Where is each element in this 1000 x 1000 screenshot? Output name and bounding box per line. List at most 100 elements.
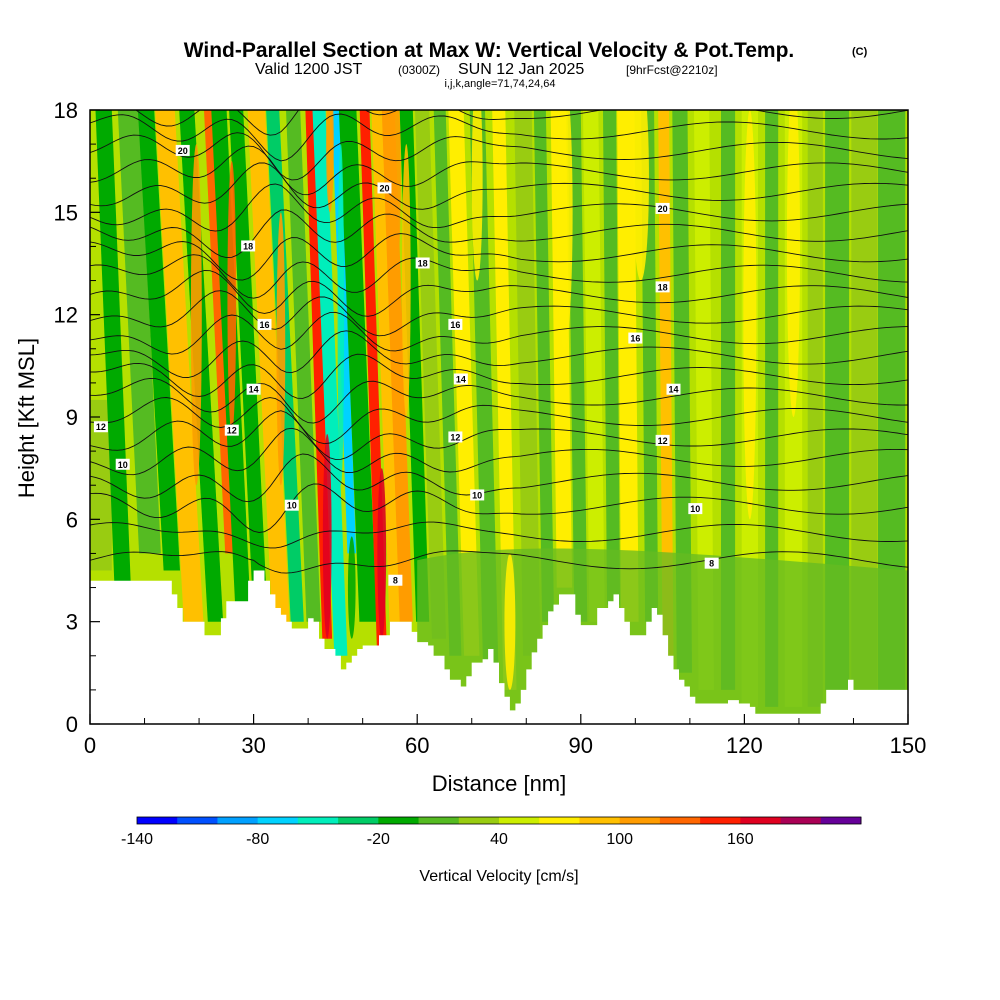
theta-contour <box>90 483 908 533</box>
colorbar-swatch <box>177 817 218 824</box>
theta-contour <box>90 183 908 232</box>
chart-title: Wind-Parallel Section at Max W: Vertical… <box>184 39 795 62</box>
colorbar-swatch <box>820 817 862 824</box>
contour-label: 18 <box>243 241 253 251</box>
colorbar-swatch <box>539 817 580 824</box>
x-tick-label: 90 <box>569 733 593 758</box>
contour-label-bg <box>655 434 670 446</box>
plot-area: 20 20 20 18 18 18 16 16 16 14 14 14 12 12 12 12 10 10 10 10… <box>90 110 908 724</box>
x-tick-label: 0 <box>84 733 96 758</box>
contour-label: 14 <box>456 374 466 384</box>
svg-text:Valid 1200 JST: Valid 1200 JST <box>255 61 363 78</box>
colorbar-swatch <box>780 817 822 824</box>
contour-label-bg <box>115 458 130 470</box>
velocity-band <box>765 110 779 707</box>
contour-label: 14 <box>249 385 259 395</box>
velocity-core <box>743 110 757 520</box>
velocity-core <box>227 161 237 435</box>
velocity-band <box>155 110 204 622</box>
theta-contour <box>90 521 908 549</box>
velocity-band <box>90 399 112 571</box>
theta-contour <box>90 233 908 281</box>
svg-text:[9hrFcst@2210z]: [9hrFcst@2210z] <box>626 63 718 77</box>
theta-contour <box>90 162 908 210</box>
colorbar-swatch <box>619 817 661 824</box>
velocity-core <box>401 144 411 418</box>
y-tick-label: 9 <box>66 405 78 430</box>
velocity-band <box>371 110 402 622</box>
theta-contour <box>90 209 908 259</box>
contour-label-bg <box>448 318 463 330</box>
colorbar-tick-label: 160 <box>727 831 754 848</box>
contour-label: 16 <box>259 320 269 330</box>
colorbar-swatch <box>700 817 741 824</box>
contour-label-bg <box>93 421 108 433</box>
y-axis-title: Height [Kft MSL] <box>14 338 39 498</box>
svg-text:(0300Z): (0300Z) <box>398 63 440 77</box>
contour-label: 18 <box>658 282 668 292</box>
x-tick-label: 120 <box>726 733 763 758</box>
theta-contour <box>90 311 908 355</box>
velocity-band <box>672 110 692 673</box>
contour-label: 16 <box>630 334 640 344</box>
colorbar-swatch <box>579 817 621 824</box>
velocity-band <box>583 110 605 622</box>
velocity-band <box>433 110 462 656</box>
y-tick-label: 15 <box>54 200 78 225</box>
terrain-mask <box>90 570 908 724</box>
theta-contour <box>90 132 908 181</box>
contour-label: 10 <box>690 504 700 514</box>
contour-label-bg <box>241 240 256 252</box>
contour-label-bg <box>655 281 670 293</box>
velocity-core <box>326 110 334 213</box>
colorbar-tick-label: -80 <box>246 831 269 848</box>
colorbar-swatch <box>217 817 259 824</box>
contour-label-bg <box>655 202 670 214</box>
contour-label: 12 <box>450 432 460 442</box>
contour-label-bg <box>704 557 719 569</box>
velocity-band <box>658 110 674 656</box>
theta-contour <box>90 113 908 162</box>
colorbar-swatch <box>378 817 420 824</box>
contour-label: 12 <box>96 422 106 432</box>
colorbar-swatch <box>458 817 500 824</box>
colorbar-swatch <box>659 817 701 824</box>
velocity-band <box>878 110 906 690</box>
colorbar-swatch <box>740 817 782 824</box>
contour-label: 16 <box>450 320 460 330</box>
contour-label-bg <box>448 431 463 443</box>
velocity-band <box>415 110 447 639</box>
contour-label: 8 <box>709 559 714 569</box>
chart-subtitle: Valid 1200 JST (0300Z) SUN 12 Jan 2025 [… <box>255 61 718 78</box>
colorbar-frame <box>136 816 862 825</box>
x-tick-label: 150 <box>890 733 927 758</box>
contour-label: 12 <box>658 436 668 446</box>
y-tick-label: 0 <box>66 712 78 737</box>
contour-label: 8 <box>393 576 398 586</box>
colorbar-tick-label: 40 <box>490 831 508 848</box>
theta-contours <box>90 110 908 574</box>
velocity-core <box>556 110 573 349</box>
y-axis: 0 3 6 9 12 15 18 <box>54 98 100 737</box>
x-tick-label: 30 <box>241 733 265 758</box>
svg-text:SUN 12 Jan 2025: SUN 12 Jan 2025 <box>458 61 584 78</box>
y-tick-label: 12 <box>54 303 78 328</box>
velocity-core <box>276 212 286 486</box>
y-tick-label: 3 <box>66 610 78 635</box>
theta-contour <box>90 377 908 424</box>
grid-indices-label: i,j,k,angle=71,74,24,64 <box>444 78 555 90</box>
theta-contour-labels: 20 20 20 18 18 18 16 16 16 14 14 14 12 12 12 12 10 10 10 10… <box>93 144 719 586</box>
velocity-core <box>786 110 801 417</box>
theta-contour <box>90 353 908 399</box>
x-tick-label: 60 <box>405 733 429 758</box>
theta-contour <box>90 145 908 196</box>
colorbar-swatch <box>257 817 299 824</box>
velocity-band <box>851 110 878 690</box>
velocity-core <box>347 536 356 639</box>
velocity-core <box>389 110 401 281</box>
contour-label-bg <box>688 503 703 515</box>
theta-contour <box>90 410 908 460</box>
velocity-band <box>247 110 290 622</box>
colorbar: -140 -80 -20 40 100 160 <box>121 816 862 848</box>
